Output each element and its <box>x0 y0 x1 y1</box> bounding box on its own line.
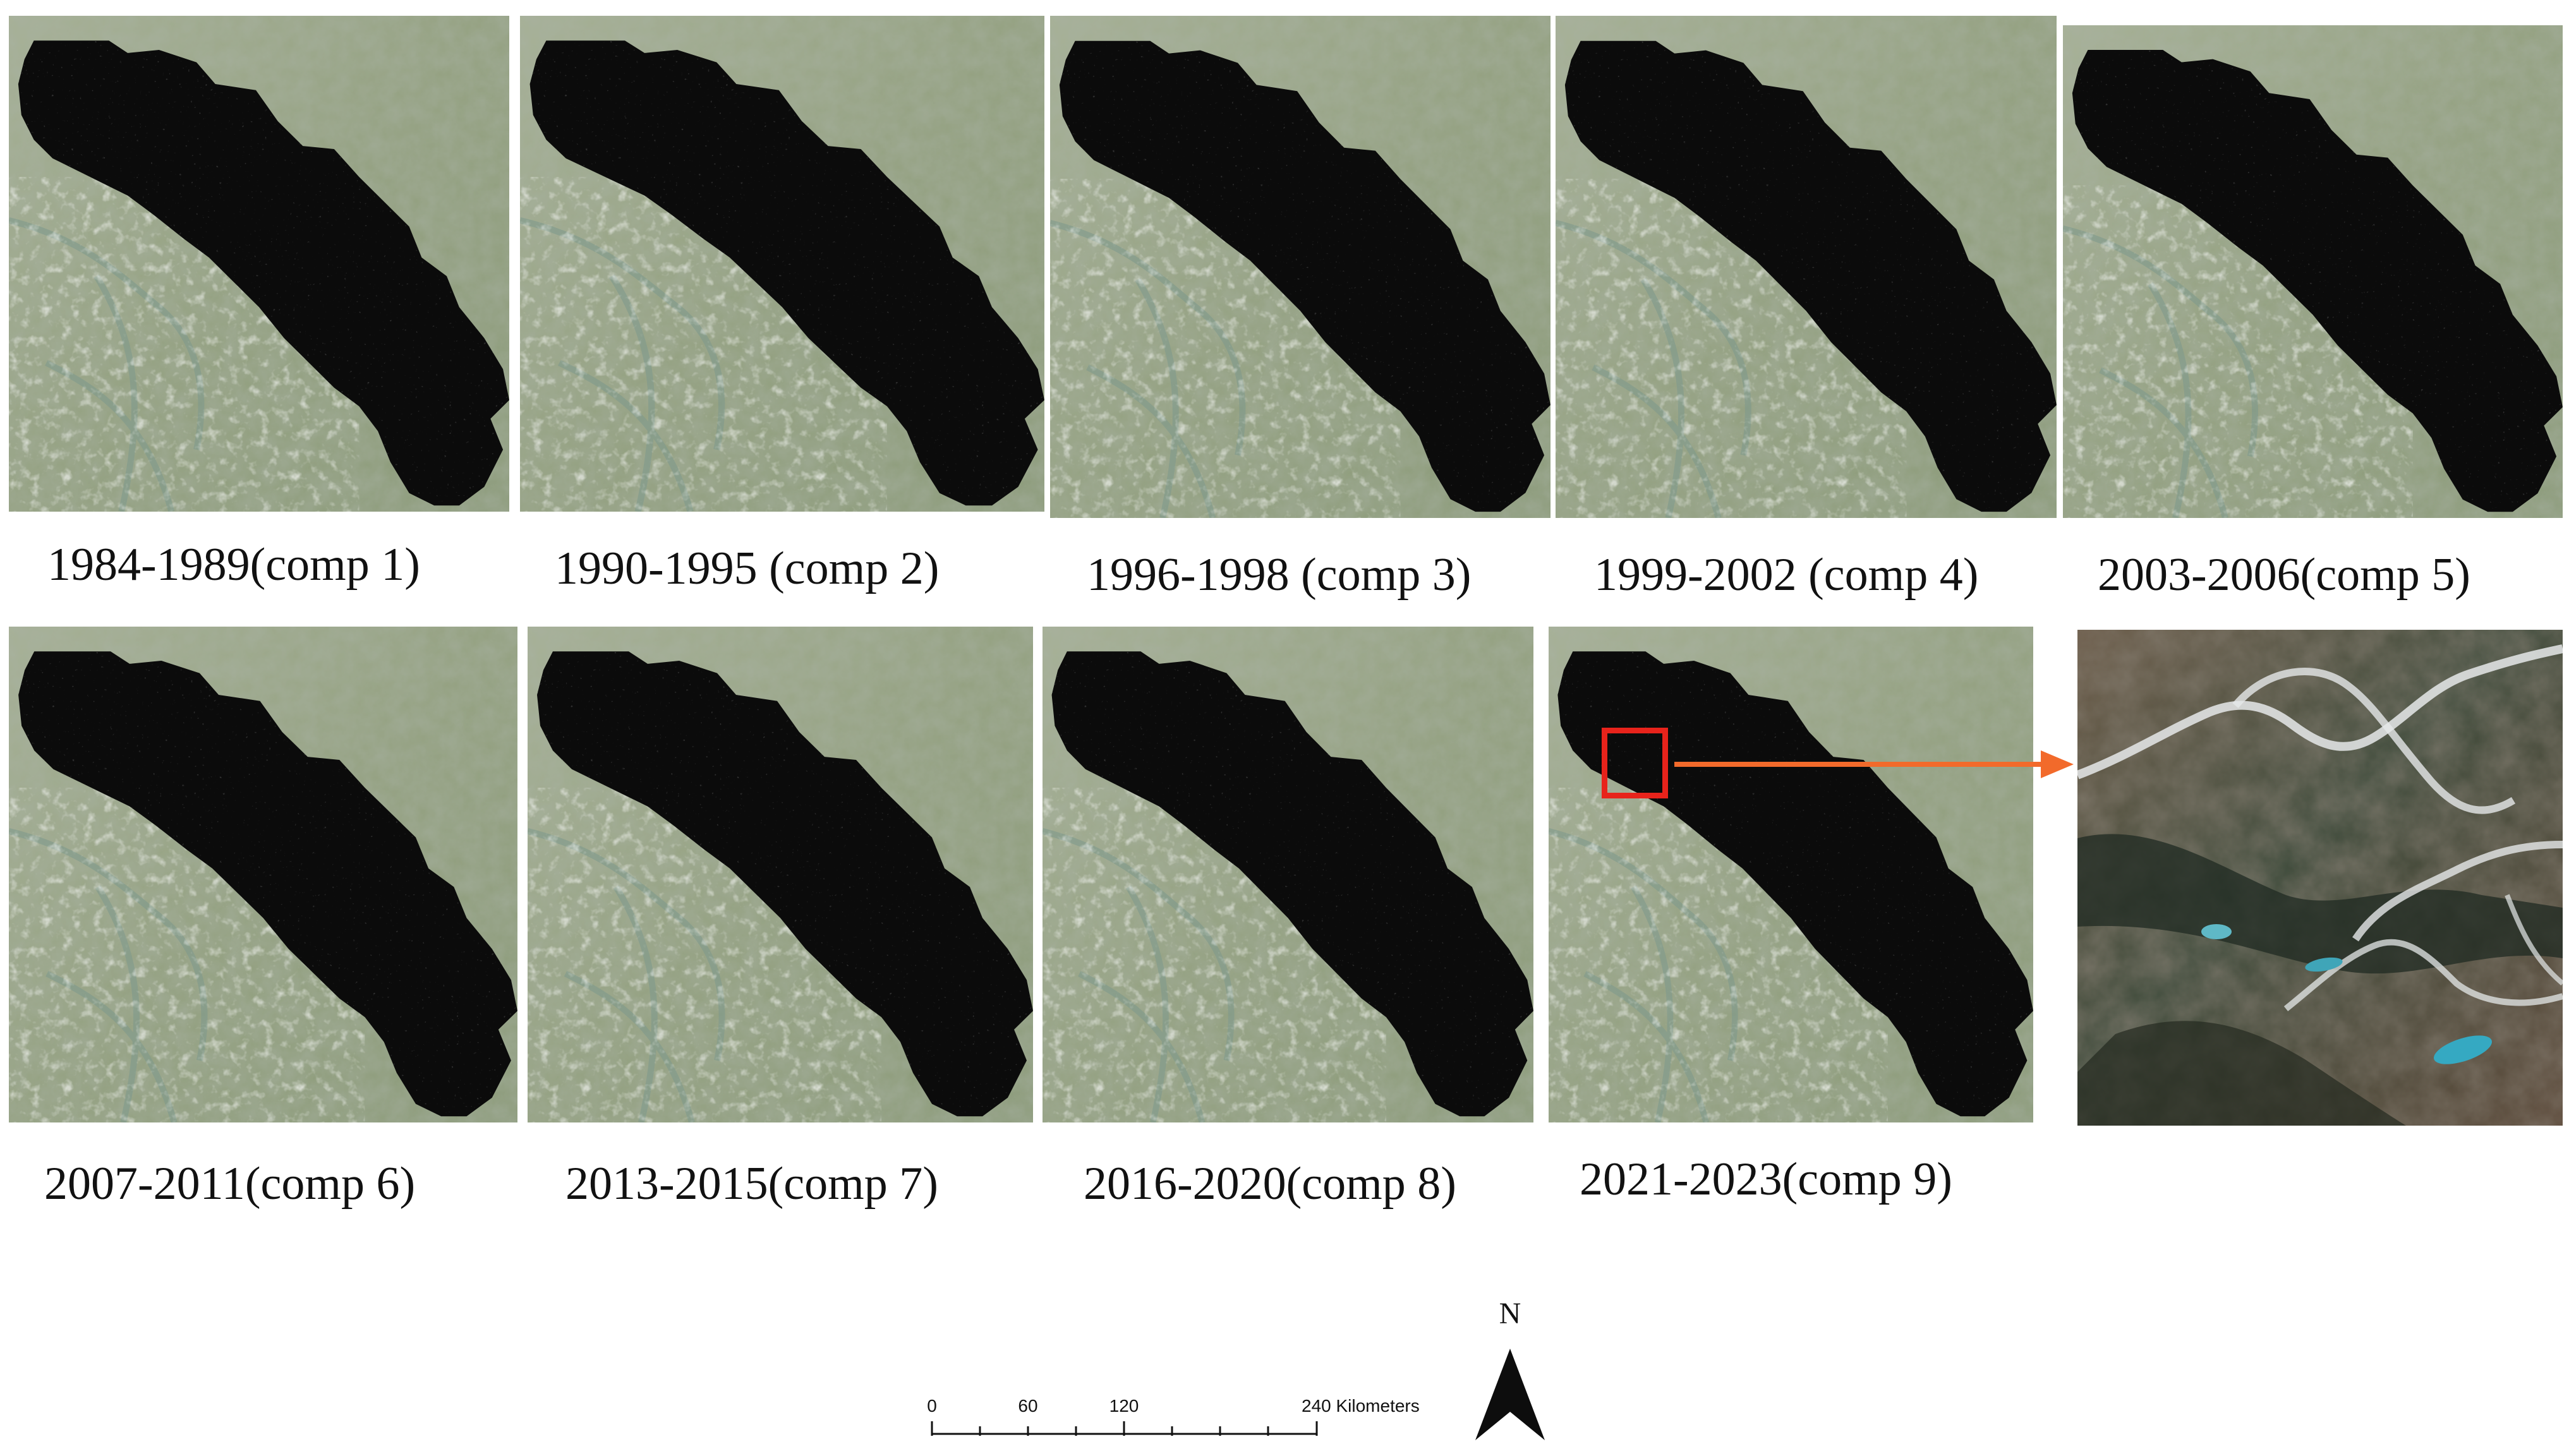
zoom-detail-image <box>2077 630 2563 1126</box>
map-panel-comp-7 <box>528 627 1033 1122</box>
scale-tick-label: 0 <box>927 1396 937 1416</box>
panel-caption: 1999-2002 (comp 4) <box>1594 549 1979 601</box>
panel-caption: 2003-2006(comp 5) <box>2098 549 2470 601</box>
map-panel-comp-2 <box>520 16 1044 512</box>
panel-caption: 2016-2020(comp 8) <box>1084 1158 1456 1210</box>
map-panel-comp-4 <box>1556 16 2057 518</box>
scale-tick-label: 60 <box>1018 1396 1037 1416</box>
map-panel-comp-6 <box>9 627 517 1122</box>
map-panel-comp-8 <box>1043 627 1533 1122</box>
north-label: N <box>1499 1297 1521 1330</box>
scale-bar: 0 60 120 240 Kilometers <box>927 1396 1420 1436</box>
zoom-box-marker <box>1602 728 1668 798</box>
panel-caption: 2013-2015(comp 7) <box>565 1158 938 1210</box>
map-panel-comp-9 <box>1549 627 2033 1122</box>
scale-tick-label: 120 <box>1109 1396 1139 1416</box>
panel-caption: 1996-1998 (comp 3) <box>1087 549 1472 601</box>
panel-caption: 2021-2023(comp 9) <box>1580 1153 1952 1205</box>
map-panel-comp-1 <box>9 16 509 512</box>
panel-caption: 1990-1995 (comp 2) <box>555 543 940 594</box>
zoom-arrow <box>1674 750 2074 778</box>
north-arrow-icon: N <box>1475 1297 1545 1440</box>
scale-tick-label: 240 Kilometers <box>1302 1396 1420 1416</box>
panel-caption: 2007-2011(comp 6) <box>44 1158 416 1210</box>
map-panel-comp-3 <box>1050 16 1550 518</box>
panel-caption: 1984-1989(comp 1) <box>47 539 420 591</box>
map-panel-comp-5 <box>2063 25 2563 518</box>
